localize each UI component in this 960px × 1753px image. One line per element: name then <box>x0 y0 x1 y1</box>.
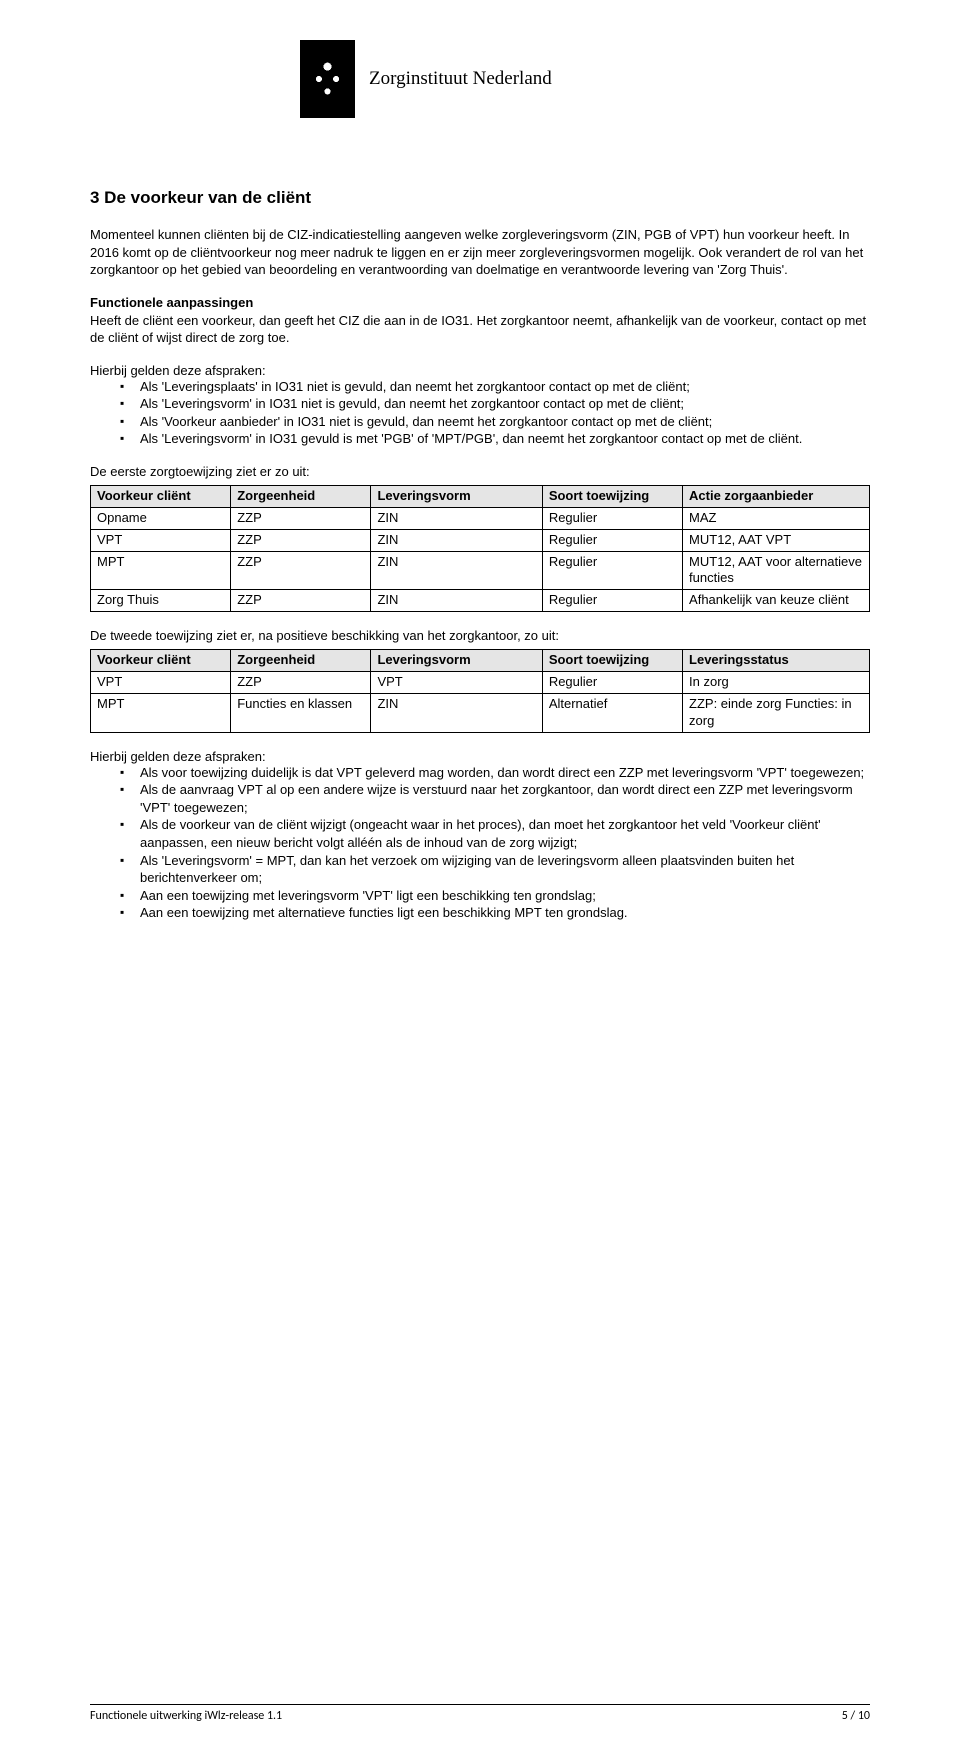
table-row: MPTZZPZINRegulierMUT12, AAT voor alterna… <box>91 551 870 590</box>
table-cell: ZZP <box>231 507 371 529</box>
table-cell: ZIN <box>371 551 542 590</box>
table-cell: ZIN <box>371 694 542 733</box>
column-header: Zorgeenheid <box>231 485 371 507</box>
table-cell: Opname <box>91 507 231 529</box>
functionele-aanpassingen-para: Heeft de cliënt een voorkeur, dan geeft … <box>90 312 870 347</box>
afspraken-1-intro: Hierbij gelden deze afspraken: <box>90 363 870 378</box>
list-item: Als de voorkeur van de cliënt wijzigt (o… <box>122 816 870 851</box>
column-header: Voorkeur cliënt <box>91 485 231 507</box>
page-header: Zorginstituut Nederland <box>300 40 870 118</box>
table-cell: ZZP <box>231 529 371 551</box>
section-title: 3 De voorkeur van de cliënt <box>90 188 870 208</box>
table-cell: MUT12, AAT VPT <box>683 529 870 551</box>
list-item: Als 'Leveringsvorm' in IO31 gevuld is me… <box>122 430 870 448</box>
table-row: VPTZZPZINRegulierMUT12, AAT VPT <box>91 529 870 551</box>
table-cell: MUT12, AAT voor alternatieve functies <box>683 551 870 590</box>
table-cell: In zorg <box>683 672 870 694</box>
list-item: Aan een toewijzing met leveringsvorm 'VP… <box>122 887 870 905</box>
list-item: Als 'Leveringsplaats' in IO31 niet is ge… <box>122 378 870 396</box>
table-cell: ZZP: einde zorg Functies: in zorg <box>683 694 870 733</box>
table-cell: ZZP <box>231 672 371 694</box>
column-header: Leveringsvorm <box>371 485 542 507</box>
intro-paragraph: Momenteel kunnen cliënten bij de CIZ-ind… <box>90 226 870 279</box>
table-cell: ZIN <box>371 529 542 551</box>
list-item: Als 'Leveringsvorm' in IO31 niet is gevu… <box>122 395 870 413</box>
table-cell: VPT <box>91 672 231 694</box>
table-cell: ZZP <box>231 590 371 612</box>
table-cell: Regulier <box>542 507 682 529</box>
zorgtoewijzing-table-2: Voorkeur cliëntZorgeenheidLeveringsvormS… <box>90 649 870 733</box>
table-cell: MPT <box>91 551 231 590</box>
afspraken-2-list: Als voor toewijzing duidelijk is dat VPT… <box>90 764 870 922</box>
organization-name: Zorginstituut Nederland <box>369 68 552 90</box>
list-item: Als voor toewijzing duidelijk is dat VPT… <box>122 764 870 782</box>
page-footer: Functionele uitwerking iWlz-release 1.1 … <box>90 1704 870 1723</box>
table-cell: VPT <box>371 672 542 694</box>
table-row: Zorg ThuisZZPZINRegulierAfhankelijk van … <box>91 590 870 612</box>
list-item: Als 'Leveringsvorm' = MPT, dan kan het v… <box>122 852 870 887</box>
table-row: OpnameZZPZINRegulierMAZ <box>91 507 870 529</box>
table-cell: ZIN <box>371 507 542 529</box>
table-cell: VPT <box>91 529 231 551</box>
afspraken-2-intro: Hierbij gelden deze afspraken: <box>90 749 870 764</box>
footer-right: 5 / 10 <box>842 1709 870 1723</box>
table-cell: Regulier <box>542 529 682 551</box>
table-cell: Regulier <box>542 672 682 694</box>
column-header: Voorkeur cliënt <box>91 650 231 672</box>
government-emblem-icon <box>300 40 355 118</box>
column-header: Actie zorgaanbieder <box>683 485 870 507</box>
list-item: Aan een toewijzing met alternatieve func… <box>122 904 870 922</box>
table-cell: ZZP <box>231 551 371 590</box>
table-cell: Regulier <box>542 551 682 590</box>
table-cell: Functies en klassen <box>231 694 371 733</box>
table-cell: ZIN <box>371 590 542 612</box>
document-page: Zorginstituut Nederland 3 De voorkeur va… <box>0 0 960 1753</box>
table-cell: MPT <box>91 694 231 733</box>
table-cell: Afhankelijk van keuze cliënt <box>683 590 870 612</box>
table1-intro: De eerste zorgtoewijzing ziet er zo uit: <box>90 464 870 479</box>
table-cell: Regulier <box>542 590 682 612</box>
column-header: Soort toewijzing <box>542 650 682 672</box>
afspraken-1-list: Als 'Leveringsplaats' in IO31 niet is ge… <box>90 378 870 448</box>
table-cell: Alternatief <box>542 694 682 733</box>
footer-left: Functionele uitwerking iWlz-release 1.1 <box>90 1709 282 1723</box>
column-header: Soort toewijzing <box>542 485 682 507</box>
table-cell: MAZ <box>683 507 870 529</box>
table-row: VPTZZPVPTRegulierIn zorg <box>91 672 870 694</box>
table-cell: Zorg Thuis <box>91 590 231 612</box>
column-header: Zorgeenheid <box>231 650 371 672</box>
list-item: Als 'Voorkeur aanbieder' in IO31 niet is… <box>122 413 870 431</box>
table2-intro: De tweede toewijzing ziet er, na positie… <box>90 628 870 643</box>
column-header: Leveringsvorm <box>371 650 542 672</box>
list-item: Als de aanvraag VPT al op een andere wij… <box>122 781 870 816</box>
table-row: MPTFuncties en klassenZINAlternatiefZZP:… <box>91 694 870 733</box>
zorgtoewijzing-table-1: Voorkeur cliëntZorgeenheidLeveringsvormS… <box>90 485 870 612</box>
column-header: Leveringsstatus <box>683 650 870 672</box>
functionele-aanpassingen-title: Functionele aanpassingen <box>90 295 870 310</box>
